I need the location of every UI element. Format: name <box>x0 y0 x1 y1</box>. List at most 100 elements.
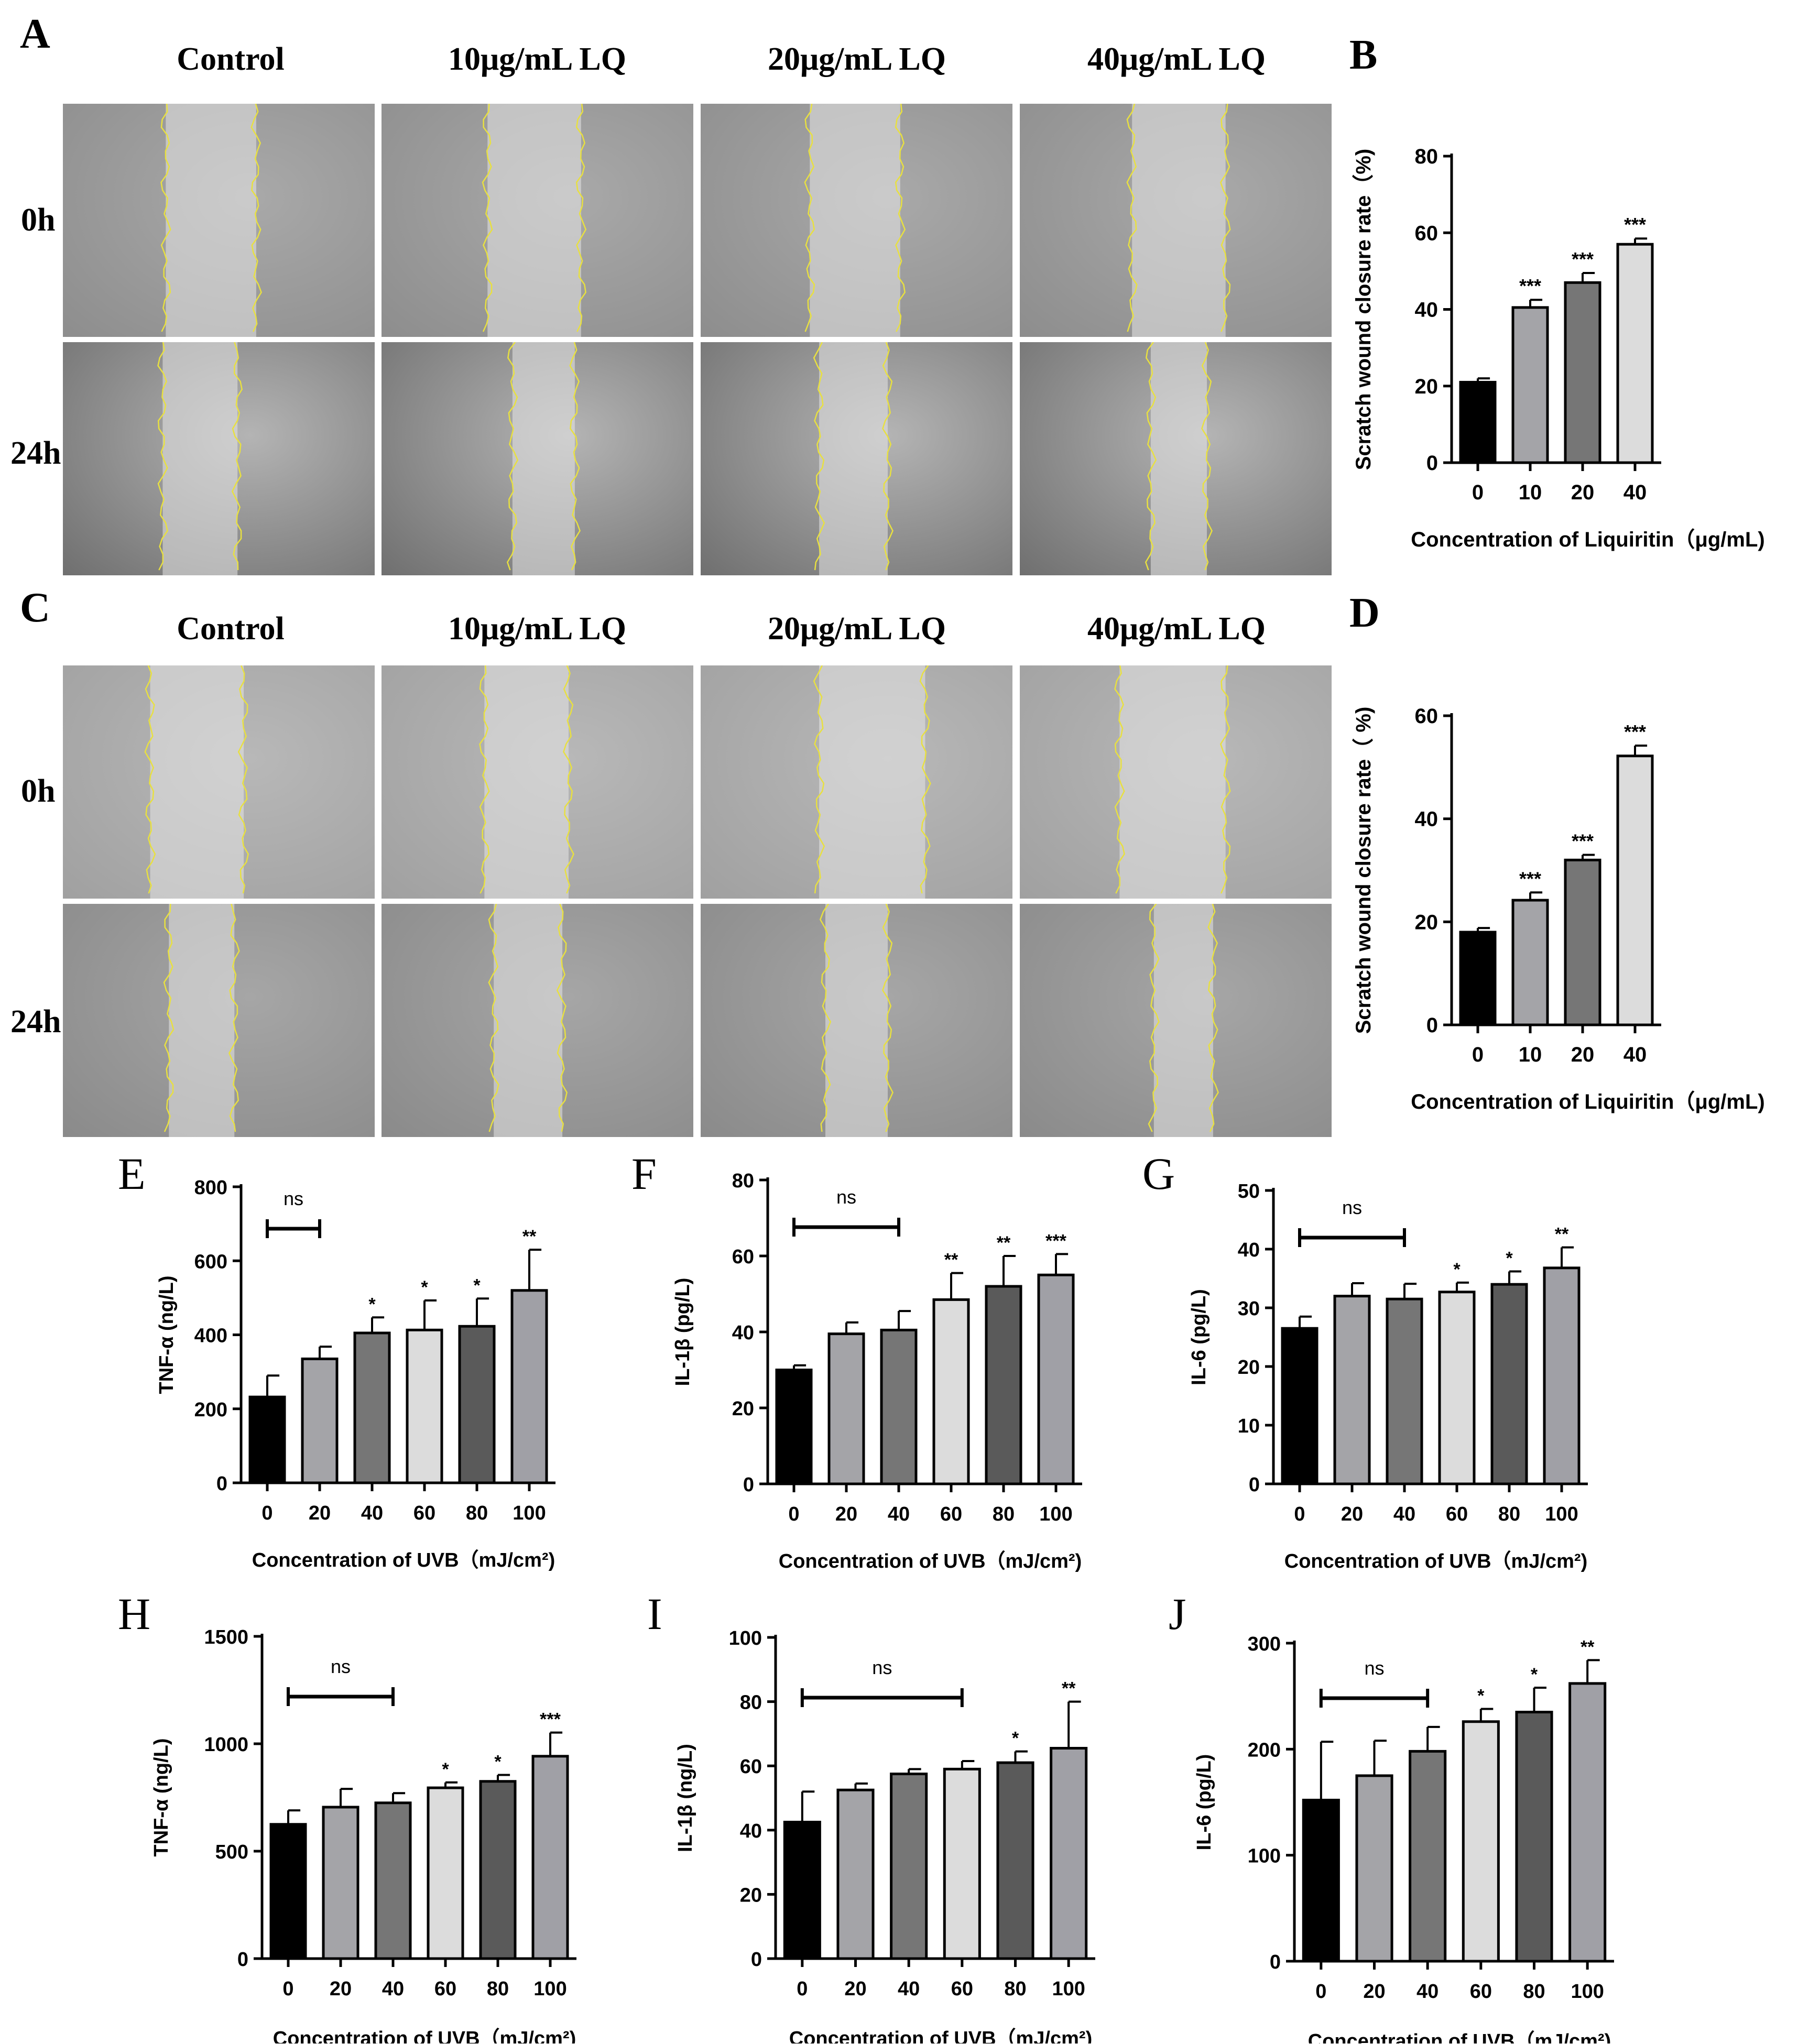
y-tick-label: 60 <box>740 1756 762 1778</box>
micrograph-svg <box>144 665 249 899</box>
y-tick-label: 80 <box>1415 145 1439 168</box>
bar <box>1333 1295 1371 1485</box>
wound-area <box>810 104 900 337</box>
significance-label: * <box>442 1759 449 1779</box>
bar <box>1543 1266 1581 1485</box>
x-tick-label: 60 <box>413 1502 435 1524</box>
x-tick-label: 0 <box>1294 1503 1305 1525</box>
panel-label-j: J <box>1169 1589 1186 1639</box>
x-axis-label: Concentration of UVB（mJ/cm²) <box>273 2028 576 2043</box>
wound-area <box>819 665 925 899</box>
y-tick-label: 0 <box>1426 1014 1438 1037</box>
bar <box>880 1328 918 1485</box>
chart-b: 0 20 40 60 80 0 10 *** 20 *** 40 *** Concentration o… <box>1352 145 1765 551</box>
column-header-20-c: 20μg/mL LQ <box>767 611 946 647</box>
row-label-24h-c: 24h <box>10 1004 61 1040</box>
bar <box>932 1298 970 1485</box>
ns-label: ns <box>331 1656 351 1677</box>
panel-label-f: F <box>631 1149 657 1199</box>
wound-edge-line <box>144 665 156 894</box>
significance-label: ** <box>1581 1637 1595 1657</box>
ns-label: ns <box>1364 1657 1384 1679</box>
wound-edge-line <box>1219 665 1231 894</box>
bar <box>1438 1291 1476 1485</box>
wound-edge-line <box>882 904 893 1132</box>
y-tick-label: 40 <box>1415 808 1439 831</box>
micrograph-image <box>701 342 1012 575</box>
micrograph-svg <box>813 342 893 575</box>
y-tick-label: 60 <box>1415 222 1439 245</box>
x-tick-label: 80 <box>487 1978 509 2000</box>
x-tick-label: 20 <box>1341 1503 1363 1525</box>
bar <box>1355 1774 1393 1963</box>
wound-edge-line <box>556 904 568 1132</box>
bar <box>1511 899 1549 1026</box>
chart-h: 0 500 1000 1500 0 20 40 60 * 80 * 100 *** ns Concentra… <box>150 1626 576 2043</box>
bar <box>248 1395 286 1484</box>
wound-area <box>512 342 575 575</box>
x-tick-label: 60 <box>1446 1503 1468 1525</box>
y-tick-label: 20 <box>1415 911 1439 934</box>
wound-edge-line <box>237 665 249 894</box>
significance-label: * <box>494 1752 502 1772</box>
wound-edge-line <box>1148 904 1160 1132</box>
y-tick-label: 0 <box>216 1473 227 1495</box>
x-tick-label: 20 <box>1363 1981 1385 2003</box>
wound-edge-line <box>1145 342 1157 571</box>
bar <box>406 1328 443 1484</box>
wound-edge-line <box>813 665 825 894</box>
bar <box>890 1773 928 1960</box>
y-tick-label: 0 <box>1426 452 1438 475</box>
y-tick-label: 0 <box>743 1474 754 1496</box>
micrograph-svg <box>804 104 906 337</box>
wound-edge-line <box>895 104 906 332</box>
bar <box>269 1823 307 1960</box>
y-tick-label: 60 <box>732 1246 754 1268</box>
significance-label: * <box>1506 1249 1513 1269</box>
x-tick-label: 100 <box>1545 1503 1578 1525</box>
column-header-40-a: 40μg/mL LQ <box>1087 41 1266 77</box>
bar <box>1459 931 1497 1026</box>
y-tick-label: 20 <box>1415 375 1439 398</box>
x-tick-label: 80 <box>993 1503 1015 1525</box>
chart-j: 0 100 200 300 0 20 40 60 * 80 * 100 ** ns Concentratio… <box>1193 1633 1614 2043</box>
wound-edge-line <box>575 104 587 332</box>
y-tick-label: 0 <box>237 1949 248 1971</box>
wound-edge-line <box>228 904 240 1132</box>
micrograph-svg <box>819 904 893 1137</box>
y-tick-label: 100 <box>729 1627 762 1649</box>
x-tick-label: 80 <box>1004 1978 1026 2000</box>
bar <box>322 1806 359 1960</box>
y-axis-label: TNF-α (ng/L) <box>156 1276 178 1394</box>
wound-area <box>169 904 235 1137</box>
significance-label: *** <box>540 1710 561 1730</box>
wound-edge-line <box>819 904 832 1132</box>
bar <box>836 1788 875 1960</box>
x-tick-label: 40 <box>898 1978 920 2000</box>
wound-edge-line <box>1126 104 1138 332</box>
significance-label: *** <box>1572 248 1594 270</box>
bar <box>943 1767 981 1960</box>
y-tick-label: 500 <box>215 1841 248 1863</box>
column-header-10-a: 10μg/mL LQ <box>448 41 627 77</box>
bar <box>301 1357 339 1484</box>
bar <box>1616 243 1654 464</box>
x-tick-label: 80 <box>1498 1503 1520 1525</box>
x-tick-label: 40 <box>382 1978 404 2000</box>
micrograph-svg <box>506 342 581 575</box>
chart-d: 0 20 40 60 0 10 *** 20 *** 40 *** Concentration of … <box>1352 705 1765 1113</box>
wound-edge-line <box>250 104 262 332</box>
x-tick-label: 0 <box>797 1978 808 2000</box>
wound-edge-line <box>882 342 893 571</box>
x-tick-label: 10 <box>1519 481 1542 504</box>
micrograph-image <box>701 904 1012 1137</box>
bar <box>1409 1750 1447 1963</box>
significance-label: * <box>368 1294 376 1314</box>
micrograph-image <box>1020 104 1332 337</box>
wound-edge-line <box>160 104 171 332</box>
chart-e: 0 200 400 600 800 0 20 40 * 60 * 80 * 100 ** ns Concentr… <box>156 1177 555 1571</box>
wound-area <box>825 904 888 1137</box>
micrograph-image <box>382 665 693 899</box>
wound-area <box>150 665 244 899</box>
significance-label: ** <box>997 1233 1011 1253</box>
